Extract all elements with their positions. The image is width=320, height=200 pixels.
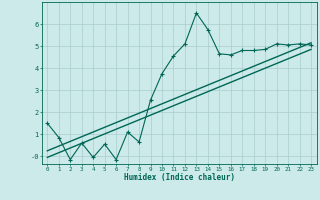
X-axis label: Humidex (Indice chaleur): Humidex (Indice chaleur) [124, 173, 235, 182]
